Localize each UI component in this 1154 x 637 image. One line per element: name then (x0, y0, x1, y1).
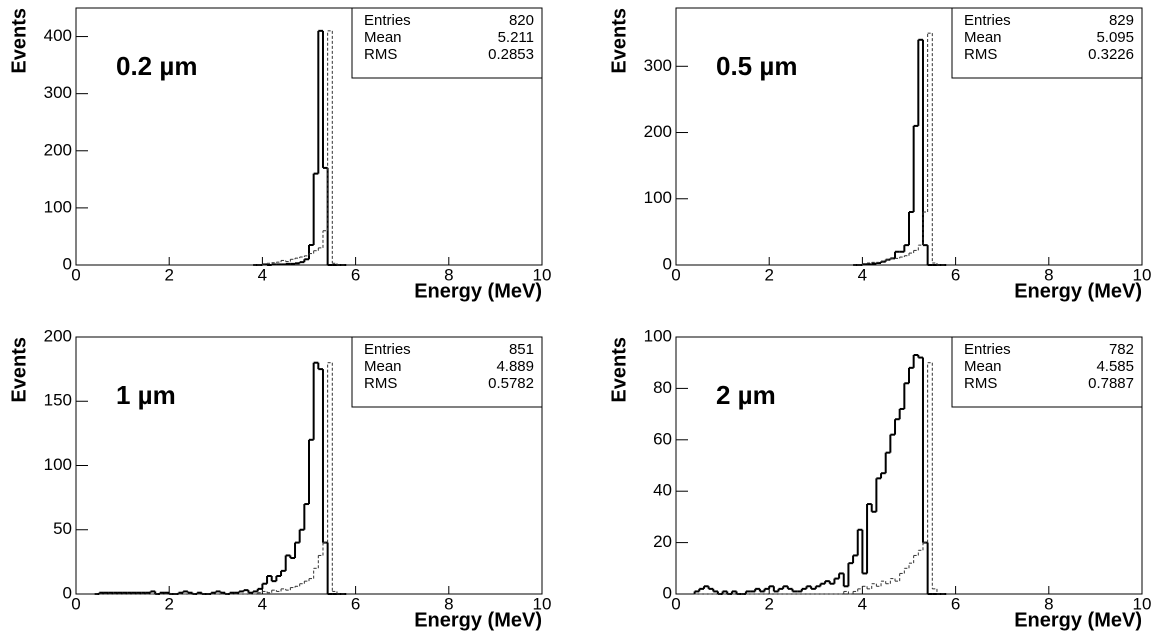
stats-box (351, 7, 543, 79)
x-axis-label: Energy (MeV) (414, 280, 542, 302)
y-axis-label: Events (608, 337, 630, 403)
x-axis-label: Energy (MeV) (1014, 280, 1142, 302)
y-tick-label: 200 (44, 140, 72, 159)
x-tick-label: 10 (533, 594, 552, 613)
stats-value: 851 (509, 341, 534, 358)
stats-value: 0.5782 (488, 375, 534, 392)
x-tick-label: 8 (444, 594, 453, 613)
stats-box (951, 336, 1143, 408)
stats-value: 4.585 (1096, 358, 1134, 375)
stats-label: Entries (364, 12, 411, 29)
plot-frame (75, 7, 543, 266)
stats-value: 820 (509, 12, 534, 29)
y-tick-label: 20 (653, 532, 672, 551)
y-tick-label: 40 (653, 481, 672, 500)
x-tick-label: 6 (951, 594, 960, 613)
y-axis-label: Events (8, 8, 30, 74)
stats-label: Mean (364, 29, 402, 46)
x-tick-label: 10 (1133, 594, 1152, 613)
annotation: 0.2 µm (116, 51, 197, 81)
y-tick-label: 200 (44, 326, 72, 345)
x-tick-label: 2 (764, 265, 773, 284)
x-axis-label: Energy (MeV) (1014, 609, 1142, 631)
y-axis-label: Events (8, 337, 30, 403)
x-tick-label: 2 (764, 594, 773, 613)
stats-label: Mean (964, 358, 1002, 375)
stats-value: 782 (1109, 341, 1134, 358)
y-tick-label: 80 (653, 378, 672, 397)
stats-label: Entries (364, 341, 411, 358)
stats-label: RMS (964, 375, 997, 392)
y-tick-label: 100 (644, 188, 672, 207)
y-tick-label: 50 (53, 519, 72, 538)
annotation: 2 µm (716, 380, 776, 410)
y-tick-label: 100 (44, 455, 72, 474)
x-tick-label: 2 (164, 265, 173, 284)
x-tick-label: 4 (258, 265, 267, 284)
y-tick-label: 60 (653, 429, 672, 448)
stats-box (951, 7, 1143, 79)
stats-value: 0.2853 (488, 46, 534, 63)
x-tick-label: 8 (1044, 594, 1053, 613)
x-tick-label: 6 (351, 594, 360, 613)
stats-value: 5.211 (498, 29, 534, 46)
stats-value: 5.095 (1096, 29, 1134, 46)
y-tick-label: 200 (644, 122, 672, 141)
y-tick-label: 150 (44, 391, 72, 410)
y-tick-label: 0 (63, 254, 72, 273)
x-tick-label: 6 (351, 265, 360, 284)
x-tick-label: 4 (858, 594, 867, 613)
stats-label: Mean (364, 358, 402, 375)
x-tick-label: 8 (444, 265, 453, 284)
stats-label: RMS (964, 46, 997, 63)
y-tick-label: 0 (63, 583, 72, 602)
stats-value: 0.7887 (1088, 375, 1134, 392)
x-tick-label: 0 (71, 594, 80, 613)
annotation: 0.5 µm (716, 51, 797, 81)
x-axis-label: Energy (MeV) (414, 609, 542, 631)
stats-value: 4.889 (496, 358, 534, 375)
plot-frame (675, 7, 1143, 266)
x-tick-label: 0 (71, 265, 80, 284)
y-tick-label: 0 (663, 254, 672, 273)
x-tick-label: 4 (258, 594, 267, 613)
plot-frame (675, 336, 1143, 595)
stats-value: 0.3226 (1088, 46, 1134, 63)
x-tick-label: 0 (671, 265, 680, 284)
x-tick-label: 10 (1133, 265, 1152, 284)
x-tick-label: 8 (1044, 265, 1053, 284)
annotation: 1 µm (116, 380, 176, 410)
stats-label: Entries (964, 12, 1011, 29)
y-tick-label: 300 (644, 56, 672, 75)
y-tick-label: 0 (663, 583, 672, 602)
stats-label: Entries (964, 341, 1011, 358)
y-tick-label: 300 (44, 83, 72, 102)
stats-box (351, 336, 543, 408)
stats-label: RMS (364, 375, 397, 392)
y-tick-label: 400 (44, 26, 72, 45)
y-tick-label: 100 (44, 197, 72, 216)
x-tick-label: 10 (533, 265, 552, 284)
y-axis-label: Events (608, 8, 630, 74)
x-tick-label: 0 (671, 594, 680, 613)
x-tick-label: 6 (951, 265, 960, 284)
y-tick-label: 100 (644, 326, 672, 345)
x-tick-label: 2 (164, 594, 173, 613)
stats-value: 829 (1109, 12, 1134, 29)
stats-label: Mean (964, 29, 1002, 46)
x-tick-label: 4 (858, 265, 867, 284)
stats-label: RMS (364, 46, 397, 63)
